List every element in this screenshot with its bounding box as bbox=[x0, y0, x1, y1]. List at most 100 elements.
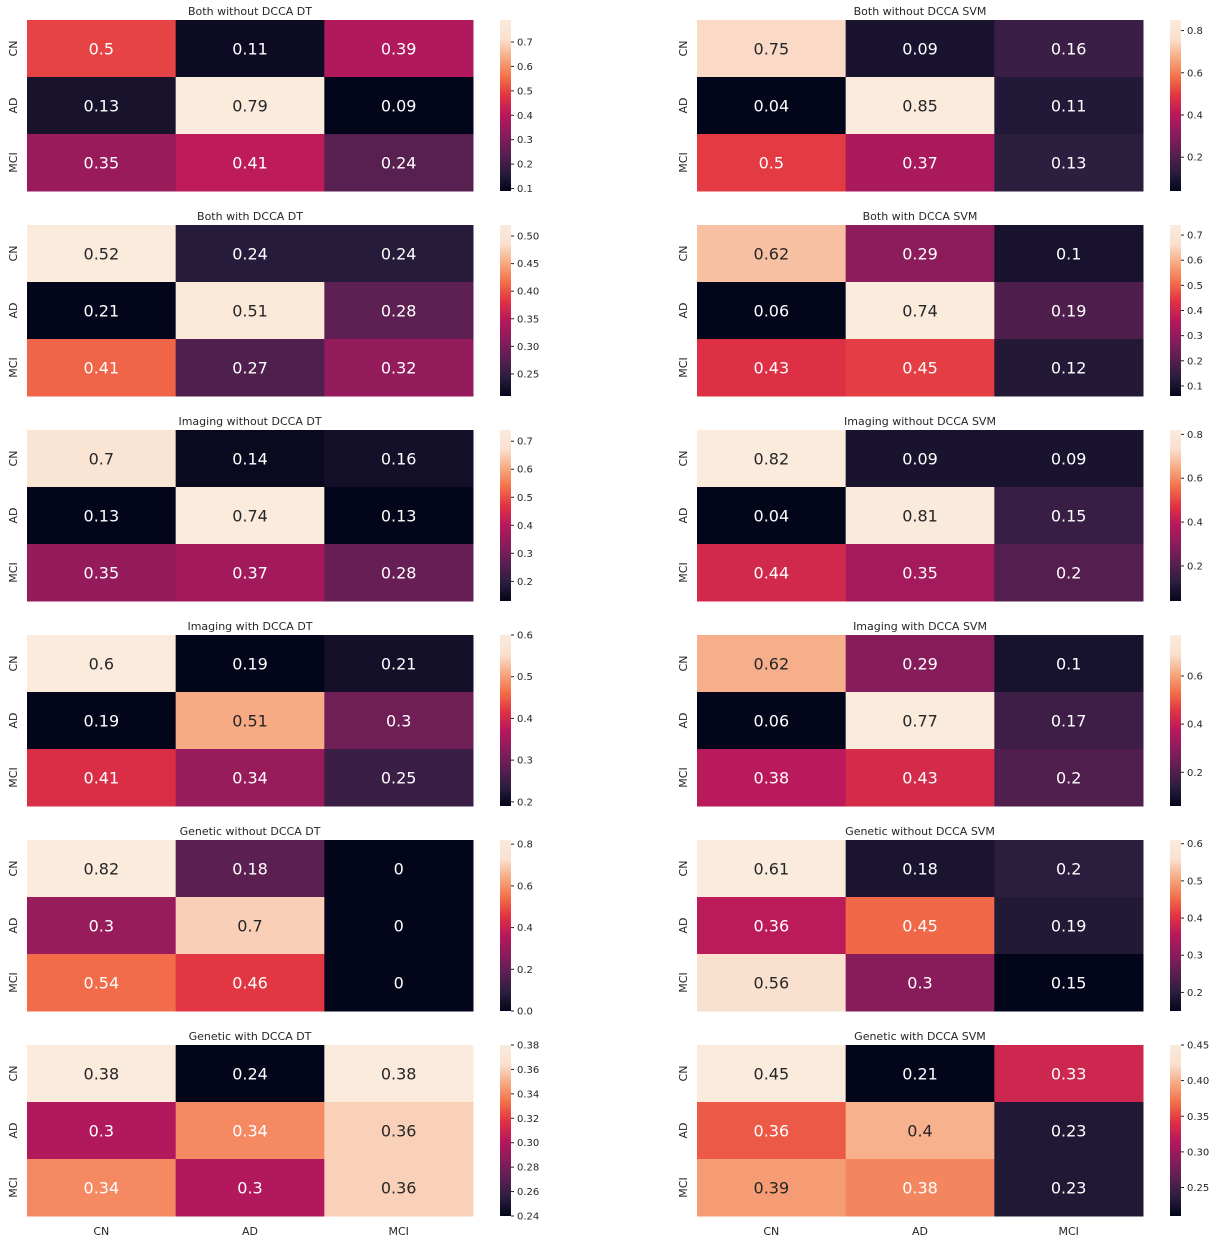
heatmap-cell bbox=[27, 692, 177, 750]
cell-value-label: 0.25 bbox=[381, 769, 417, 788]
heatmap-cell bbox=[175, 840, 325, 898]
column-label: MCI bbox=[388, 1225, 408, 1238]
row-label: MCI bbox=[7, 1177, 20, 1197]
cell-value-label: 0.41 bbox=[84, 359, 120, 378]
heatmap-cell bbox=[845, 544, 995, 602]
heatmap-cell bbox=[27, 840, 177, 898]
row-label: CN bbox=[7, 41, 20, 57]
heatmap-cell bbox=[697, 897, 847, 955]
cell-value-label: 0.13 bbox=[84, 97, 120, 116]
colorbar-tick-label: 0.35 bbox=[1187, 1112, 1209, 1123]
cell-value-label: 0.38 bbox=[381, 1065, 417, 1084]
colorbar-tick-label: 0.6 bbox=[517, 62, 533, 73]
row-label: AD bbox=[677, 918, 690, 934]
heatmap-cell bbox=[994, 430, 1144, 488]
colorbar-tick-label: 0.2 bbox=[1187, 768, 1203, 779]
heatmap-cell bbox=[324, 897, 474, 955]
cell-value-label: 0.39 bbox=[381, 40, 417, 59]
cell-value-label: 0.06 bbox=[754, 302, 790, 321]
cell-value-label: 0.62 bbox=[754, 655, 790, 674]
colorbar-tick-label: 0.45 bbox=[1187, 1041, 1209, 1052]
cell-value-label: 0.13 bbox=[84, 507, 120, 526]
heatmap-title: Genetic with DCCA SVM bbox=[854, 1030, 986, 1043]
row-label: MCI bbox=[677, 767, 690, 787]
cell-value-label: 0.3 bbox=[237, 1179, 262, 1198]
heatmap-title: Imaging without DCCA DT bbox=[178, 415, 321, 428]
heatmap-cell bbox=[175, 225, 325, 283]
cell-value-label: 0.3 bbox=[386, 712, 411, 731]
colorbar-tick-label: 0.2 bbox=[1187, 153, 1203, 164]
cell-value-label: 0.38 bbox=[754, 769, 790, 788]
heatmap-cell bbox=[845, 134, 995, 192]
row-label: CN bbox=[677, 451, 690, 467]
colorbar-tick-label: 0.6 bbox=[517, 881, 533, 892]
cell-value-label: 0.45 bbox=[902, 359, 938, 378]
cell-value-label: 0.41 bbox=[232, 154, 268, 173]
heatmap-cell bbox=[845, 954, 995, 1012]
cell-value-label: 0.15 bbox=[1051, 974, 1087, 993]
colorbar-tick-label: 0.5 bbox=[517, 672, 533, 683]
heatmap-cell bbox=[27, 430, 177, 488]
row-label: AD bbox=[677, 508, 690, 524]
heatmap-cell bbox=[27, 487, 177, 545]
heatmap-cell bbox=[324, 749, 474, 807]
cell-value-label: 0.38 bbox=[84, 1065, 120, 1084]
row-label: MCI bbox=[7, 562, 20, 582]
colorbar-tick-label: 0.8 bbox=[517, 840, 533, 851]
heatmap-title: Imaging without DCCA SVM bbox=[844, 415, 996, 428]
row-label: CN bbox=[7, 246, 20, 262]
cell-value-label: 0.21 bbox=[84, 302, 120, 321]
heatmap-cell bbox=[994, 282, 1144, 340]
heatmap-cell bbox=[27, 134, 177, 192]
row-label: MCI bbox=[677, 562, 690, 582]
heatmap-cell bbox=[845, 1102, 995, 1160]
heatmap-title: Both with DCCA DT bbox=[197, 210, 303, 223]
heatmap-cell bbox=[324, 1102, 474, 1160]
heatmap-cell bbox=[175, 1102, 325, 1160]
row-label: MCI bbox=[7, 152, 20, 172]
heatmap-cell bbox=[994, 134, 1144, 192]
cell-value-label: 0.19 bbox=[232, 655, 268, 674]
cell-value-label: 0 bbox=[394, 974, 404, 993]
row-label: CN bbox=[7, 451, 20, 467]
cell-value-label: 0.11 bbox=[1051, 97, 1087, 116]
heatmap-cell bbox=[324, 339, 474, 397]
column-label: MCI bbox=[1058, 1225, 1078, 1238]
cell-value-label: 0.43 bbox=[902, 769, 938, 788]
colorbar-tick-label: 0.4 bbox=[517, 923, 533, 934]
colorbar-tick-label: 0.30 bbox=[517, 342, 539, 353]
colorbar-tick-label: 0.2 bbox=[1187, 988, 1203, 999]
cell-value-label: 0.12 bbox=[1051, 359, 1087, 378]
cell-value-label: 0.19 bbox=[84, 712, 120, 731]
heatmap-cell bbox=[175, 430, 325, 488]
heatmap-cell bbox=[27, 897, 177, 955]
row-label: AD bbox=[677, 98, 690, 114]
colorbar-tick-label: 0.5 bbox=[1187, 876, 1203, 887]
heatmap-cell bbox=[27, 749, 177, 807]
row-label: AD bbox=[7, 508, 20, 524]
row-label: MCI bbox=[677, 972, 690, 992]
cell-value-label: 0.2 bbox=[1056, 564, 1081, 583]
row-label: CN bbox=[677, 861, 690, 877]
colorbar-tick-label: 0.8 bbox=[1187, 26, 1203, 37]
colorbar-tick-label: 0.1 bbox=[1187, 381, 1203, 392]
cell-value-label: 0.37 bbox=[902, 154, 938, 173]
colorbar bbox=[1170, 430, 1181, 601]
cell-value-label: 0.77 bbox=[902, 712, 938, 731]
colorbar-tick-label: 0.6 bbox=[1187, 839, 1203, 850]
heatmap-cell bbox=[175, 1159, 325, 1217]
cell-value-label: 0.35 bbox=[902, 564, 938, 583]
cell-value-label: 0.21 bbox=[902, 1065, 938, 1084]
colorbar-tick-label: 0.1 bbox=[517, 184, 533, 195]
heatmap-cell bbox=[845, 487, 995, 545]
row-label: AD bbox=[677, 303, 690, 319]
colorbar-tick-label: 0.4 bbox=[517, 111, 533, 122]
colorbar-tick-label: 0.4 bbox=[1187, 720, 1203, 731]
colorbar-tick-label: 0.5 bbox=[517, 86, 533, 97]
heatmap-panel-5: Imaging without DCCA DT 0.7 0.14 0.16 0.13 0.… bbox=[7, 415, 533, 602]
colorbar-tick-label: 0.24 bbox=[517, 1212, 539, 1223]
heatmap-cell bbox=[697, 20, 847, 78]
cell-value-label: 0.5 bbox=[759, 154, 784, 173]
heatmap-cell bbox=[697, 77, 847, 135]
heatmap-cell bbox=[175, 487, 325, 545]
